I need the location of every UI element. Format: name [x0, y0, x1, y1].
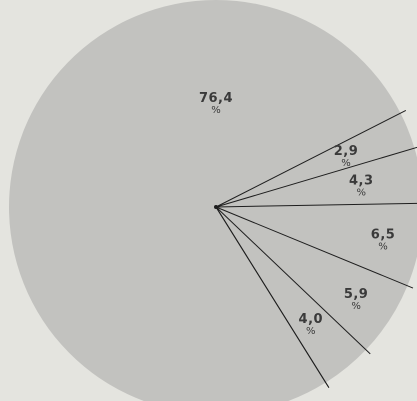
- slice-unit-label: %: [211, 105, 221, 116]
- slice-unit-label: %: [306, 326, 316, 337]
- slice-divider-line: [215, 146, 417, 208]
- pie-slices: [9, 0, 417, 401]
- slice-dividers: [214, 109, 417, 388]
- slice-divider-line: [215, 206, 371, 355]
- pie-slice: [216, 203, 417, 286]
- slice-unit-label: %: [351, 301, 361, 312]
- slice-divider-line: [215, 202, 417, 208]
- slice-value-label: 5,9: [344, 287, 369, 302]
- slice-labels: 76,4%2,9%4,3%6,5%5,9%4,0%: [199, 91, 395, 337]
- pie-slice: [216, 207, 408, 350]
- pie-slice: [9, 0, 401, 401]
- slice-value-label: 4,3: [349, 174, 374, 189]
- slice-unit-label: %: [378, 241, 388, 252]
- slice-value-label: 6,5: [371, 227, 396, 242]
- slice-unit-label: %: [357, 188, 367, 199]
- pie-slice: [216, 207, 366, 383]
- slice-value-label: 76,4: [199, 91, 233, 106]
- slice-divider-line: [215, 206, 414, 289]
- slice-divider-line: [215, 206, 330, 388]
- slice-divider-line: [215, 109, 407, 208]
- slice-value-label: 4,0: [299, 312, 324, 327]
- pie-slice: [216, 113, 415, 207]
- pie-center-point: [214, 205, 218, 209]
- slice-value-label: 2,9: [334, 144, 359, 159]
- slice-unit-label: %: [341, 158, 351, 169]
